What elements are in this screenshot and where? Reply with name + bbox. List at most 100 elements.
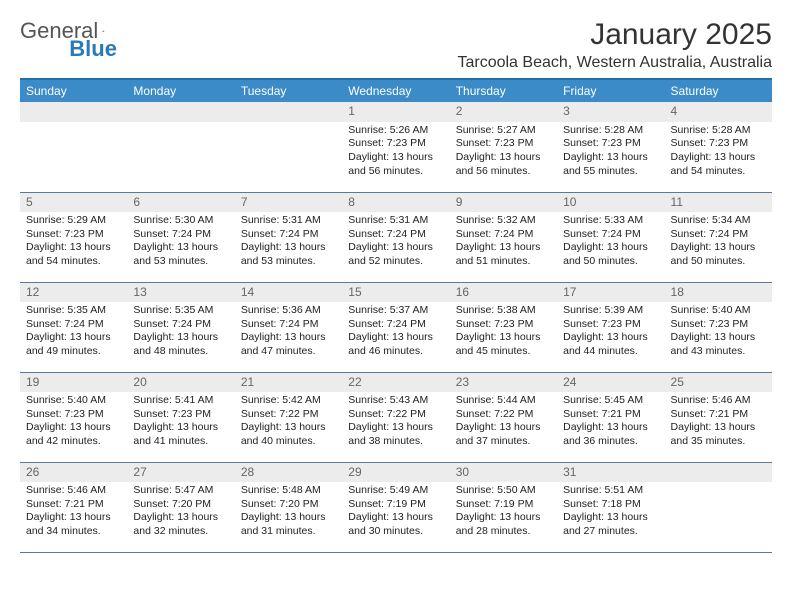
day-content: Sunrise: 5:37 AMSunset: 7:24 PMDaylight:…	[342, 302, 449, 363]
calendar-cell: 12Sunrise: 5:35 AMSunset: 7:24 PMDayligh…	[20, 282, 127, 372]
day-number: 7	[235, 193, 342, 213]
day-content: Sunrise: 5:40 AMSunset: 7:23 PMDaylight:…	[665, 302, 772, 363]
day-number	[235, 102, 342, 122]
day-header: Wednesday	[342, 79, 449, 102]
calendar-cell: 15Sunrise: 5:37 AMSunset: 7:24 PMDayligh…	[342, 282, 449, 372]
calendar-cell: 19Sunrise: 5:40 AMSunset: 7:23 PMDayligh…	[20, 372, 127, 462]
day-number: 5	[20, 193, 127, 213]
calendar-cell: 17Sunrise: 5:39 AMSunset: 7:23 PMDayligh…	[557, 282, 664, 372]
day-header: Sunday	[20, 79, 127, 102]
day-number: 17	[557, 283, 664, 303]
calendar-cell: 27Sunrise: 5:47 AMSunset: 7:20 PMDayligh…	[127, 462, 234, 552]
day-number: 24	[557, 373, 664, 393]
calendar-cell: 5Sunrise: 5:29 AMSunset: 7:23 PMDaylight…	[20, 192, 127, 282]
calendar-cell: 8Sunrise: 5:31 AMSunset: 7:24 PMDaylight…	[342, 192, 449, 282]
day-number: 13	[127, 283, 234, 303]
calendar-cell: 7Sunrise: 5:31 AMSunset: 7:24 PMDaylight…	[235, 192, 342, 282]
calendar-cell: 1Sunrise: 5:26 AMSunset: 7:23 PMDaylight…	[342, 102, 449, 192]
calendar-cell: 4Sunrise: 5:28 AMSunset: 7:23 PMDaylight…	[665, 102, 772, 192]
day-number: 11	[665, 193, 772, 213]
day-number: 31	[557, 463, 664, 483]
day-header: Saturday	[665, 79, 772, 102]
day-header: Monday	[127, 79, 234, 102]
day-content: Sunrise: 5:42 AMSunset: 7:22 PMDaylight:…	[235, 392, 342, 453]
calendar-cell: 23Sunrise: 5:44 AMSunset: 7:22 PMDayligh…	[450, 372, 557, 462]
day-number: 30	[450, 463, 557, 483]
day-number: 19	[20, 373, 127, 393]
day-content: Sunrise: 5:26 AMSunset: 7:23 PMDaylight:…	[342, 122, 449, 183]
day-number: 29	[342, 463, 449, 483]
day-number: 4	[665, 102, 772, 122]
day-content: Sunrise: 5:38 AMSunset: 7:23 PMDaylight:…	[450, 302, 557, 363]
day-content: Sunrise: 5:30 AMSunset: 7:24 PMDaylight:…	[127, 212, 234, 273]
calendar-cell: 3Sunrise: 5:28 AMSunset: 7:23 PMDaylight…	[557, 102, 664, 192]
day-number: 26	[20, 463, 127, 483]
calendar-cell: 21Sunrise: 5:42 AMSunset: 7:22 PMDayligh…	[235, 372, 342, 462]
day-number: 23	[450, 373, 557, 393]
day-number: 16	[450, 283, 557, 303]
day-content: Sunrise: 5:50 AMSunset: 7:19 PMDaylight:…	[450, 482, 557, 543]
calendar-row: 5Sunrise: 5:29 AMSunset: 7:23 PMDaylight…	[20, 192, 772, 282]
day-number: 27	[127, 463, 234, 483]
day-number	[20, 102, 127, 122]
day-content: Sunrise: 5:29 AMSunset: 7:23 PMDaylight:…	[20, 212, 127, 273]
day-content: Sunrise: 5:34 AMSunset: 7:24 PMDaylight:…	[665, 212, 772, 273]
calendar-cell	[665, 462, 772, 552]
calendar-row: 19Sunrise: 5:40 AMSunset: 7:23 PMDayligh…	[20, 372, 772, 462]
logo-text-blue: Blue	[69, 36, 117, 62]
title-block: January 2025 Tarcoola Beach, Western Aus…	[457, 18, 772, 72]
calendar-row: 12Sunrise: 5:35 AMSunset: 7:24 PMDayligh…	[20, 282, 772, 372]
day-content: Sunrise: 5:45 AMSunset: 7:21 PMDaylight:…	[557, 392, 664, 453]
day-content: Sunrise: 5:46 AMSunset: 7:21 PMDaylight:…	[665, 392, 772, 453]
day-number: 15	[342, 283, 449, 303]
day-number: 22	[342, 373, 449, 393]
day-content: Sunrise: 5:28 AMSunset: 7:23 PMDaylight:…	[665, 122, 772, 183]
day-content: Sunrise: 5:39 AMSunset: 7:23 PMDaylight:…	[557, 302, 664, 363]
day-header: Friday	[557, 79, 664, 102]
day-number	[127, 102, 234, 122]
calendar-cell: 10Sunrise: 5:33 AMSunset: 7:24 PMDayligh…	[557, 192, 664, 282]
day-content: Sunrise: 5:49 AMSunset: 7:19 PMDaylight:…	[342, 482, 449, 543]
calendar-table: SundayMondayTuesdayWednesdayThursdayFrid…	[20, 78, 772, 553]
calendar-cell	[127, 102, 234, 192]
calendar-cell: 26Sunrise: 5:46 AMSunset: 7:21 PMDayligh…	[20, 462, 127, 552]
day-content: Sunrise: 5:47 AMSunset: 7:20 PMDaylight:…	[127, 482, 234, 543]
location-text: Tarcoola Beach, Western Australia, Austr…	[457, 54, 772, 72]
header: General Blue January 2025 Tarcoola Beach…	[20, 18, 772, 72]
day-content: Sunrise: 5:40 AMSunset: 7:23 PMDaylight:…	[20, 392, 127, 453]
calendar-cell: 16Sunrise: 5:38 AMSunset: 7:23 PMDayligh…	[450, 282, 557, 372]
day-number: 21	[235, 373, 342, 393]
day-content: Sunrise: 5:31 AMSunset: 7:24 PMDaylight:…	[342, 212, 449, 273]
day-number: 1	[342, 102, 449, 122]
day-content: Sunrise: 5:36 AMSunset: 7:24 PMDaylight:…	[235, 302, 342, 363]
day-content: Sunrise: 5:43 AMSunset: 7:22 PMDaylight:…	[342, 392, 449, 453]
day-number: 6	[127, 193, 234, 213]
logo: General Blue	[20, 18, 177, 44]
day-number: 3	[557, 102, 664, 122]
calendar-cell: 20Sunrise: 5:41 AMSunset: 7:23 PMDayligh…	[127, 372, 234, 462]
calendar-cell: 13Sunrise: 5:35 AMSunset: 7:24 PMDayligh…	[127, 282, 234, 372]
day-header: Tuesday	[235, 79, 342, 102]
calendar-cell: 28Sunrise: 5:48 AMSunset: 7:20 PMDayligh…	[235, 462, 342, 552]
day-content: Sunrise: 5:51 AMSunset: 7:18 PMDaylight:…	[557, 482, 664, 543]
calendar-cell: 24Sunrise: 5:45 AMSunset: 7:21 PMDayligh…	[557, 372, 664, 462]
day-number: 12	[20, 283, 127, 303]
calendar-cell: 6Sunrise: 5:30 AMSunset: 7:24 PMDaylight…	[127, 192, 234, 282]
calendar-row: 1Sunrise: 5:26 AMSunset: 7:23 PMDaylight…	[20, 102, 772, 192]
page-title: January 2025	[457, 18, 772, 52]
calendar-cell: 14Sunrise: 5:36 AMSunset: 7:24 PMDayligh…	[235, 282, 342, 372]
day-content: Sunrise: 5:32 AMSunset: 7:24 PMDaylight:…	[450, 212, 557, 273]
day-content: Sunrise: 5:35 AMSunset: 7:24 PMDaylight:…	[20, 302, 127, 363]
calendar-cell: 30Sunrise: 5:50 AMSunset: 7:19 PMDayligh…	[450, 462, 557, 552]
day-content: Sunrise: 5:44 AMSunset: 7:22 PMDaylight:…	[450, 392, 557, 453]
calendar-cell: 11Sunrise: 5:34 AMSunset: 7:24 PMDayligh…	[665, 192, 772, 282]
day-number: 20	[127, 373, 234, 393]
calendar-head: SundayMondayTuesdayWednesdayThursdayFrid…	[20, 79, 772, 102]
day-number: 8	[342, 193, 449, 213]
day-content: Sunrise: 5:27 AMSunset: 7:23 PMDaylight:…	[450, 122, 557, 183]
day-content: Sunrise: 5:28 AMSunset: 7:23 PMDaylight:…	[557, 122, 664, 183]
calendar-cell: 18Sunrise: 5:40 AMSunset: 7:23 PMDayligh…	[665, 282, 772, 372]
day-content: Sunrise: 5:41 AMSunset: 7:23 PMDaylight:…	[127, 392, 234, 453]
day-number: 25	[665, 373, 772, 393]
day-number: 10	[557, 193, 664, 213]
